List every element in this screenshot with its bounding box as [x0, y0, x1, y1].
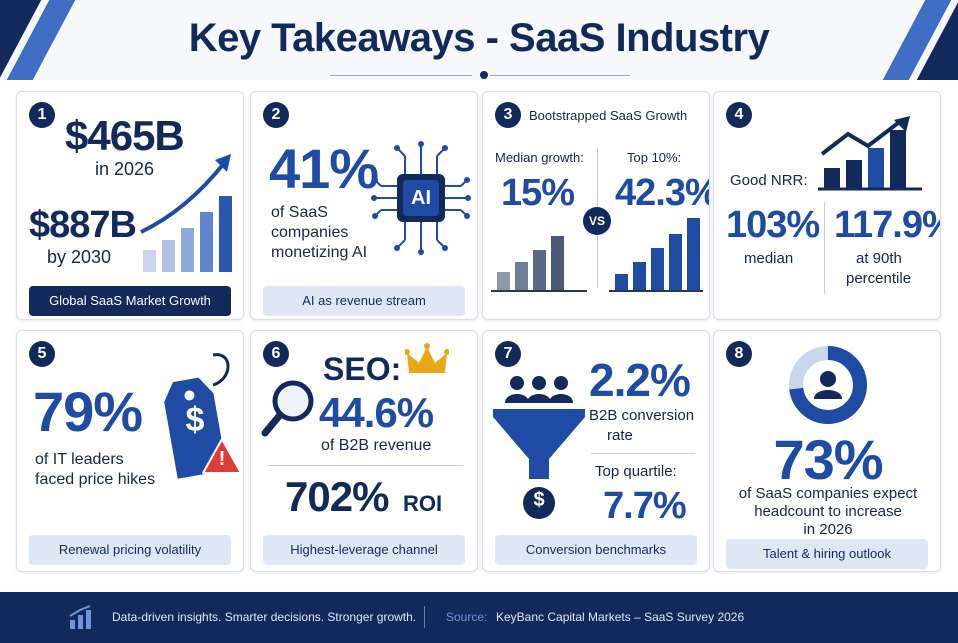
coin-symbol: $	[533, 489, 545, 511]
warning-symbol: !	[218, 448, 226, 470]
crown-icon	[405, 343, 449, 373]
card-label: Renewal pricing volatility	[29, 535, 231, 565]
ai-desc-line1: of SaaS	[271, 204, 328, 221]
ai-monetization-value: 41%	[269, 137, 379, 200]
conversion-value: 2.2%	[589, 354, 691, 406]
footer-divider	[424, 606, 425, 628]
quartile-value: 7.7%	[603, 485, 687, 527]
top-bar-chart-icon	[609, 218, 703, 292]
ai-chip-icon	[371, 141, 471, 255]
card-number: 2	[263, 102, 289, 128]
price-hike-desc-line1: of IT leaders	[35, 451, 124, 468]
bar-chart-icon	[69, 605, 91, 629]
ai-chip-label: AI	[411, 187, 431, 209]
growth-chart-icon	[818, 116, 922, 191]
card-number: 3	[495, 102, 521, 128]
rising-bar-chart-icon	[140, 154, 232, 272]
card-bootstrapped-growth: 3 Bootstrapped SaaS Growth Median growth…	[482, 91, 710, 320]
nrr-divider	[824, 202, 825, 294]
nrr-median-value: 103%	[726, 204, 820, 246]
footer-source-text: KeyBanc Capital Markets – SaaS Survey 20…	[496, 610, 745, 624]
card-heading: Bootstrapped SaaS Growth	[529, 108, 688, 123]
median-growth-label: Median growth:	[495, 150, 584, 165]
divider	[490, 75, 630, 76]
donut-arc	[789, 346, 867, 424]
market-year-2030: by 2030	[47, 247, 112, 267]
price-tag-symbol: $	[185, 401, 205, 439]
seo-divider	[267, 465, 463, 466]
market-year-2026: in 2026	[95, 159, 155, 179]
card-number: 6	[263, 341, 289, 367]
footer-source-label: Source:	[446, 610, 488, 624]
card-label: Highest-leverage channel	[263, 535, 465, 565]
nrr-90th-label-line1: at 90th	[856, 250, 902, 267]
conversion-desc-line1: B2B conversion	[589, 407, 695, 424]
roi-label: ROI	[403, 491, 443, 516]
card-conversion: 7 $ 2.2% B2B conversion rate Top quartil…	[482, 330, 710, 572]
card-label: Conversion benchmarks	[495, 535, 697, 565]
card-hiring: 8 73% of SaaS companies expect headcount…	[713, 330, 941, 572]
vs-badge: VS	[583, 207, 611, 235]
warning-icon	[202, 438, 242, 474]
nrr-90th-label-line2: percentile	[846, 270, 912, 287]
card-number: 5	[29, 341, 55, 367]
page-title: Key Takeaways - SaaS Industry	[188, 16, 770, 60]
ai-desc-line2: companies	[271, 224, 349, 241]
top-growth-label: Top 10%:	[627, 150, 682, 165]
seo-revenue-value: 44.6%	[319, 389, 434, 436]
roi-value: 702%	[285, 473, 389, 520]
card-renewal-pricing: 5 79% of IT leaders faced price hikes $ …	[16, 330, 244, 572]
price-tag-icon	[164, 353, 230, 479]
market-value-2030: $887B	[29, 204, 137, 246]
market-value-2026: $465B	[65, 112, 185, 159]
card-number: 1	[29, 102, 55, 128]
median-bar-chart-icon	[491, 236, 587, 292]
hiring-desc-line3: in 2026	[803, 521, 853, 538]
quartile-label: Top quartile:	[595, 463, 677, 480]
nrr-heading: Good NRR:	[730, 172, 808, 189]
card-label: Global SaaS Market Growth	[29, 286, 231, 316]
card-number: 7	[495, 341, 521, 367]
footer-tagline: Data-driven insights. Smarter decisions.…	[112, 610, 417, 624]
card-ai-revenue: 2 41% of SaaS companies monetizing AI AI…	[250, 91, 478, 320]
hiring-desc-line2: headcount to increase	[754, 503, 902, 520]
price-hike-value: 79%	[33, 380, 143, 443]
seo-label: SEO:	[323, 351, 402, 387]
median-growth-value: 15%	[501, 172, 575, 214]
seo-revenue-desc: of B2B revenue	[321, 437, 432, 454]
divider-dot	[480, 71, 488, 79]
quartile-divider	[591, 453, 695, 454]
ai-desc-line3: monetizing AI	[271, 244, 368, 261]
price-hike-desc-line2: faced price hikes	[35, 471, 156, 488]
card-label: Talent & hiring outlook	[726, 539, 928, 569]
top-growth-value: 42.3%	[615, 172, 710, 214]
hiring-desc-line1: of SaaS companies expect	[738, 485, 918, 502]
card-label: AI as revenue stream	[263, 286, 465, 316]
nrr-median-label: median	[744, 250, 794, 267]
card-number: 8	[726, 341, 752, 367]
card-market-growth: 1 $465B in 2026 $887B by 2030 Global Saa…	[16, 91, 244, 320]
hiring-value: 73%	[773, 428, 883, 491]
card-seo: 6 SEO: 44.6% of B2B revenue 702% ROI Hig…	[250, 330, 478, 572]
magnifier-icon	[261, 380, 314, 437]
donut-person-icon	[789, 346, 867, 424]
card-nrr: 4 Good NRR: 103% median 117.9% at 90th p…	[713, 91, 941, 320]
footer: Data-driven insights. Smarter decisions.…	[0, 592, 958, 643]
header: Key Takeaways - SaaS Industry	[0, 0, 958, 80]
funnel-people-icon	[493, 376, 585, 519]
conversion-desc-line2: rate	[607, 427, 633, 444]
divider	[330, 75, 472, 76]
card-number: 4	[726, 102, 752, 128]
nrr-90th-value: 117.9%	[834, 204, 940, 246]
